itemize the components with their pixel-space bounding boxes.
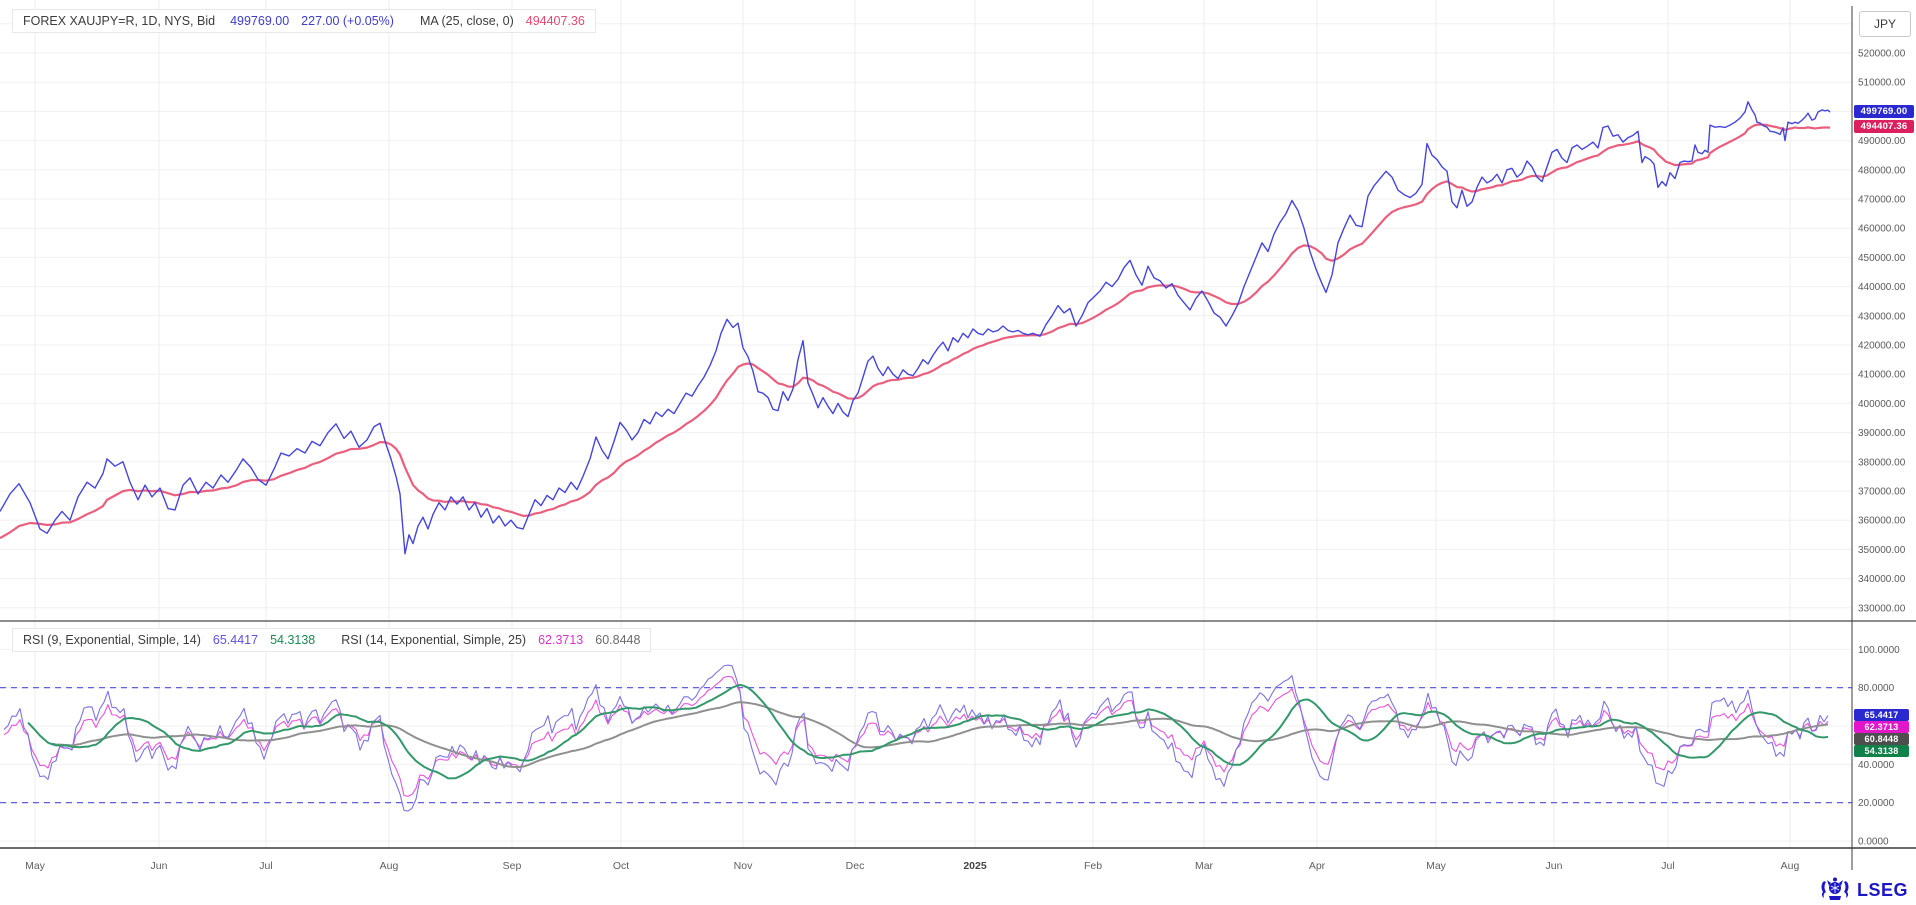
price-axis-label: 430000.00 [1858,311,1906,322]
price-axis-label: 370000.00 [1858,487,1906,498]
price-axis-label: 410000.00 [1858,370,1906,381]
lseg-logo: LSEG [1819,876,1908,904]
price-axis-label: 380000.00 [1858,457,1906,468]
rsi14-value: 62.3713 [538,633,584,647]
rsi-axis-label: 100.0000 [1858,645,1900,656]
rsi-fast-line[interactable] [3,664,1829,812]
price-axis-label: 520000.00 [1858,49,1906,60]
price-axis-label: 510000.00 [1858,78,1906,89]
rsi-slow-line[interactable] [3,675,1829,797]
instrument-legend[interactable]: FOREX XAUJPY=R, 1D, NYS, Bid 499769.00 2… [12,9,596,33]
price-axis-label: 390000.00 [1858,428,1906,439]
price-axis-label: 480000.00 [1858,165,1906,176]
x-axis-label: Mar [1195,860,1214,872]
rsi-axis-label: 0.0000 [1858,837,1889,848]
rsi14-ma-value: 60.8448 [595,633,641,647]
price-axis-label: 360000.00 [1858,516,1906,527]
rsi-fast-ma-line[interactable] [27,683,1829,780]
price-axis-label: 340000.00 [1858,574,1906,585]
x-axis-label: Oct [613,860,629,872]
x-axis-label: 2025 [963,860,987,872]
x-axis-label: Nov [734,860,753,872]
currency-axis-button[interactable]: JPY [1859,11,1911,37]
rsi-gray-ma-badge: 60.8448 [1854,733,1909,745]
ma-line[interactable] [0,123,1831,540]
rsi9-label: RSI (9, Exponential, Simple, 14) [23,633,201,647]
rsi9-value: 65.4417 [212,633,259,647]
x-axis-label: May [1426,860,1447,872]
price-axis-label: 460000.00 [1858,224,1906,235]
rsi-axis-label: 80.0000 [1858,683,1895,694]
price-axis-label: 490000.00 [1858,136,1906,147]
rsi-fast-badge: 65.4417 [1854,709,1909,721]
x-axis-label: Jun [151,860,168,872]
x-axis-label: Feb [1084,860,1102,872]
rsi-axis-label: 20.0000 [1858,798,1895,809]
rsi-axis-label: 40.0000 [1858,760,1895,771]
ma-legend-value: 494407.36 [525,14,585,28]
price-panel[interactable] [0,0,1852,621]
lseg-crest-icon [1821,877,1849,900]
rsi9-ma-value: 54.3138 [270,633,316,647]
rsi-green-ma-badge: 54.3138 [1854,745,1909,757]
price-axis-label: 440000.00 [1858,282,1906,293]
price-axis-label: 330000.00 [1858,603,1906,614]
x-axis-label: Jun [1546,860,1563,872]
price-line[interactable] [0,101,1831,555]
last-price-badge: 499769.00 [1854,105,1914,118]
rsi-slow-badge: 62.3713 [1854,721,1909,733]
rsi-legend[interactable]: RSI (9, Exponential, Simple, 14) 65.4417… [12,628,652,652]
price-change: 227.00 (+0.05%) [301,14,394,28]
rsi-slow-ma-line[interactable] [51,701,1829,768]
x-axis-label: Sep [503,860,522,872]
x-axis-label: Apr [1309,860,1326,872]
last-price: 499769.00 [230,14,290,28]
x-axis-label: Jul [1661,860,1674,872]
x-axis-label: Dec [846,860,865,872]
x-axis-label: Jul [259,860,272,872]
ma-legend-label: MA (25, close, 0) [419,14,514,28]
x-axis-label: Aug [380,860,399,872]
price-axis-label: 420000.00 [1858,341,1906,352]
x-axis-label: Aug [1781,860,1800,872]
price-axis-label: 350000.00 [1858,545,1906,556]
instrument-title: FOREX XAUJPY=R, 1D, NYS, Bid [23,14,216,28]
price-axis-label: 400000.00 [1858,399,1906,410]
price-axis-label: 470000.00 [1858,195,1906,206]
x-axis-label: May [25,860,46,872]
price-axis-label: 450000.00 [1858,253,1906,264]
ma-price-badge: 494407.36 [1854,120,1914,133]
lseg-logo-text: LSEG [1856,879,1908,900]
rsi14-label: RSI (14, Exponential, Simple, 25) [341,633,527,647]
